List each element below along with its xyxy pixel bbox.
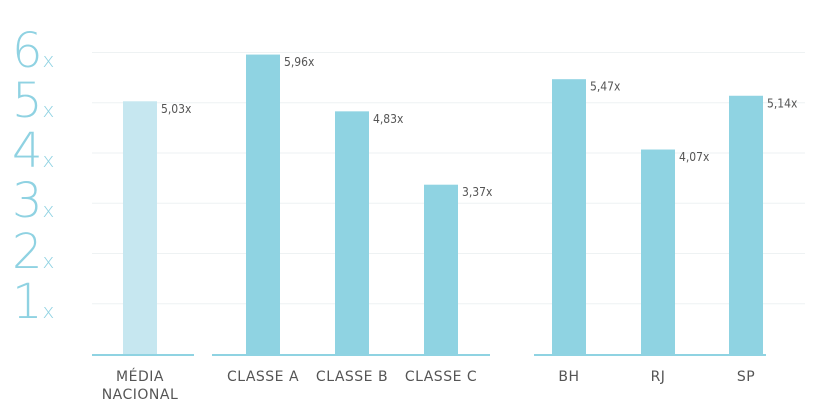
value-label: 5,47x [590, 80, 621, 94]
x-tick-label: CLASSE B [315, 369, 389, 385]
bar [729, 95, 763, 354]
value-label: 4,83x [373, 112, 404, 126]
x-tick-label: CLASSE C [404, 369, 478, 385]
y-tick-label: 2x [12, 223, 55, 280]
x-tick-label: CLASSE A [226, 369, 300, 385]
bar [335, 111, 369, 355]
y-tick-label: 1x [12, 273, 55, 330]
bar [123, 101, 157, 354]
value-label: 5,96x [284, 55, 315, 69]
bar [641, 149, 675, 354]
x-tick-label: MÉDIA NACIONAL [101, 369, 179, 403]
y-tick-label: 6x [12, 22, 55, 79]
bar [424, 184, 458, 354]
y-tick-label: 5x [12, 72, 55, 129]
y-tick-label: 3x [12, 173, 55, 230]
y-tick-label: 4x [12, 123, 55, 180]
x-tick-label: BH [558, 369, 580, 385]
value-label: 5,14x [767, 96, 798, 110]
bar [246, 54, 280, 354]
value-label: 3,37x [462, 185, 493, 199]
value-label: 5,03x [161, 102, 192, 116]
value-label: 4,07x [679, 150, 710, 164]
bar [552, 79, 586, 355]
x-tick-label: RJ [650, 369, 666, 385]
x-tick-label: SP [736, 369, 756, 385]
